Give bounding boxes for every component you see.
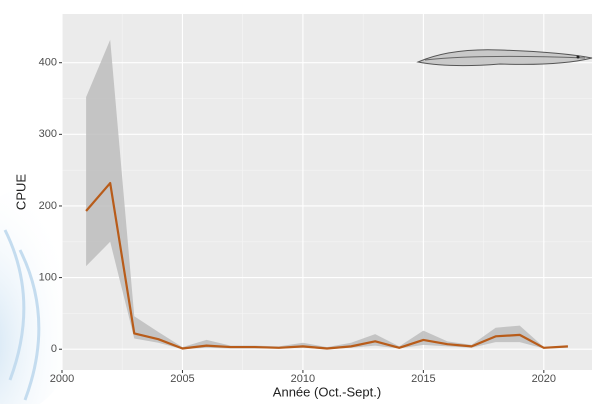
y-tick-label: 200 <box>39 200 57 212</box>
x-tick-label: 2005 <box>170 373 194 385</box>
y-tick-label: 300 <box>39 128 57 140</box>
y-axis-title: CPUE <box>13 174 28 210</box>
x-tick-label: 2010 <box>291 373 315 385</box>
x-tick-label: 2020 <box>532 373 556 385</box>
plot-panel <box>62 14 592 370</box>
fish-illustration <box>416 49 593 67</box>
x-axis-title: Année (Oct.-Sept.) <box>273 384 381 399</box>
y-tick-label: 100 <box>39 272 57 284</box>
x-tick-label: 2000 <box>50 373 74 385</box>
decoration <box>3 229 41 401</box>
y-tick-label: 0 <box>51 343 57 355</box>
x-tick-label: 2015 <box>411 373 435 385</box>
confidence-band <box>86 39 568 350</box>
series-line <box>85 181 568 350</box>
y-tick-label: 400 <box>39 57 57 69</box>
